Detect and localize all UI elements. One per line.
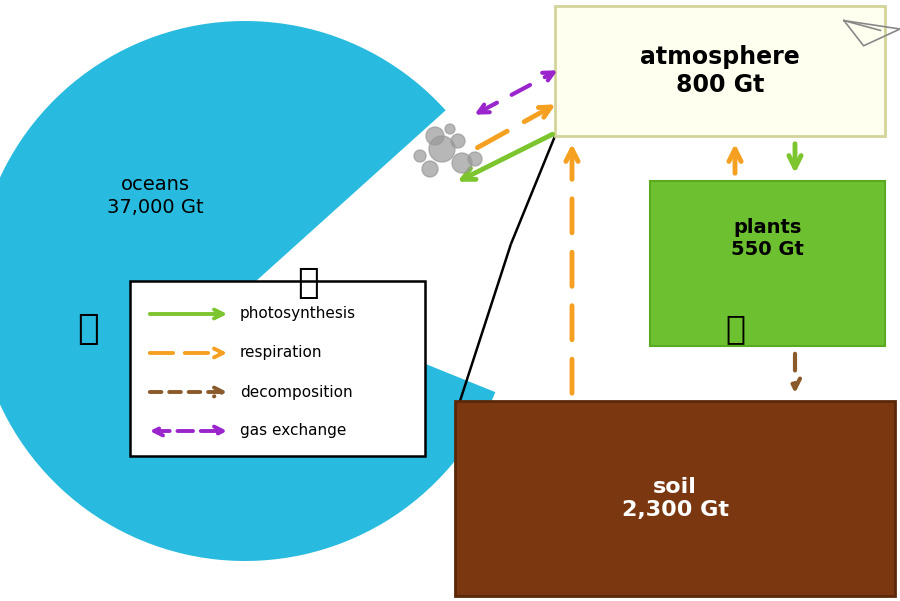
FancyBboxPatch shape (455, 401, 895, 596)
FancyBboxPatch shape (650, 181, 885, 346)
Circle shape (451, 134, 465, 148)
Text: gas exchange: gas exchange (240, 424, 346, 439)
Text: atmosphere
800 Gt: atmosphere 800 Gt (640, 45, 800, 97)
FancyBboxPatch shape (130, 281, 425, 456)
Text: decomposition: decomposition (240, 385, 353, 400)
Circle shape (426, 127, 444, 145)
Wedge shape (0, 21, 495, 561)
Text: oceans
37,000 Gt: oceans 37,000 Gt (107, 175, 203, 217)
Circle shape (422, 161, 438, 177)
Circle shape (414, 150, 426, 162)
Text: respiration: respiration (240, 346, 322, 361)
FancyBboxPatch shape (555, 6, 885, 136)
Text: plants
550 Gt: plants 550 Gt (731, 218, 804, 259)
Circle shape (468, 152, 482, 166)
Circle shape (445, 124, 455, 134)
Text: soil
2,300 Gt: soil 2,300 Gt (622, 477, 728, 520)
Circle shape (452, 153, 472, 173)
Text: 🌱: 🌱 (725, 313, 745, 346)
Circle shape (429, 136, 455, 162)
Text: 🐋: 🐋 (297, 266, 319, 300)
Text: photosynthesis: photosynthesis (240, 307, 356, 322)
Text: 🏝: 🏝 (77, 312, 99, 346)
